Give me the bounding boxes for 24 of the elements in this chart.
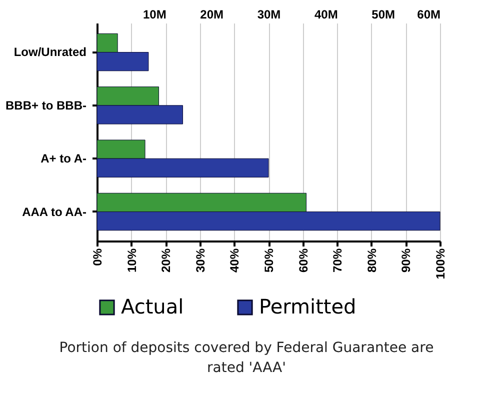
y-tick-label: Low/Unrated (14, 45, 86, 60)
x-tick-label: 70% (330, 248, 345, 273)
x-tick-label: 40% (228, 248, 242, 273)
legend-label: Permitted (259, 294, 356, 318)
x2-tick-label: 40M (314, 8, 338, 22)
x-tick-label: 100% (434, 248, 448, 280)
x2-tick-label: 50M (372, 8, 396, 22)
x-tick-label: 90% (399, 248, 414, 273)
x2-tick-label: 20M (200, 8, 224, 22)
x2-tick-label: 30M (257, 8, 281, 22)
y-tick-label: BBB+ to BBB- (6, 98, 86, 112)
x-tick-label: 50% (262, 248, 276, 273)
legend-label: Actual (121, 294, 184, 318)
x-tick-label: 20% (159, 248, 174, 273)
x-tick-label: 0% (90, 248, 104, 266)
x-tick-label: 30% (193, 248, 208, 273)
x-tick-label: 60% (296, 248, 310, 273)
x-tick-label: 10% (124, 248, 139, 273)
x2-tick-label: 60M (417, 8, 441, 22)
x2-tick-label: 10M (142, 8, 166, 22)
y-tick-label: AAA to AA- (22, 204, 86, 219)
text: Portion of deposits covered by Federal Guarantee are rated 'AAA' (58, 339, 435, 378)
y-tick-label: A+ to A- (40, 152, 86, 166)
x-tick-label: 80% (364, 248, 379, 273)
